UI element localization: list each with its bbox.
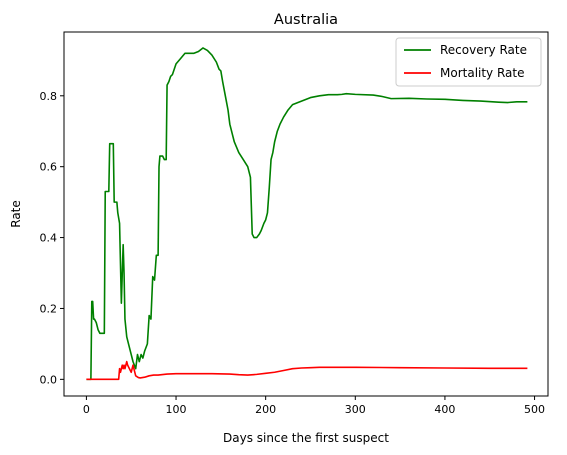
x-tick-label: 200	[255, 403, 276, 416]
x-tick-label: 300	[345, 403, 366, 416]
x-tick-label: 500	[524, 403, 545, 416]
x-tick-label: 0	[83, 403, 90, 416]
series-layer	[86, 47, 528, 381]
x-axis-label: Days since the first suspect	[223, 431, 389, 445]
series-line-mortality-rate	[86, 360, 528, 381]
legend-label-mortality-rate: Mortality Rate	[440, 66, 525, 80]
legend: Recovery Rate Mortality Rate	[395, 37, 542, 87]
x-tick-label: 400	[434, 403, 455, 416]
y-tick-label: 0.2	[40, 302, 58, 315]
chart-title: Australia	[274, 12, 338, 28]
y-axis: 0.0 0.2 0.4 0.6 0.8	[40, 90, 64, 386]
y-tick-label: 0.4	[40, 232, 58, 245]
plot-frame	[63, 31, 549, 397]
series-line-recovery-rate	[86, 47, 528, 381]
legend-label-recovery-rate: Recovery Rate	[440, 43, 527, 57]
legend-box	[395, 37, 542, 87]
x-axis: 0 100 200 300 400 500	[83, 396, 545, 416]
y-tick-label: 0.0	[40, 373, 58, 386]
y-tick-label: 0.8	[40, 90, 58, 103]
x-tick-label: 100	[166, 403, 187, 416]
y-tick-label: 0.6	[40, 161, 58, 174]
y-axis-label: Rate	[9, 200, 23, 228]
